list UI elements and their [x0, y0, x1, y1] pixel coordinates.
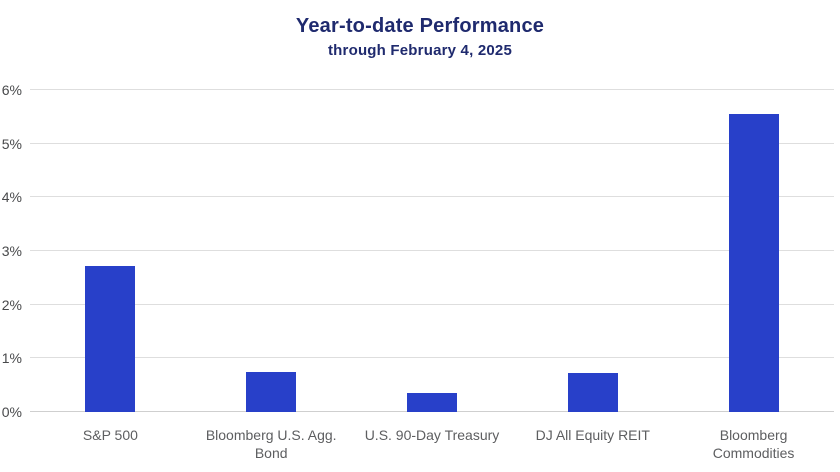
- y-axis-tick-label: 2%: [1, 296, 22, 313]
- bar-bloomberg-commodities: [728, 114, 779, 412]
- x-axis-category-label: Bloomberg Commodities: [712, 427, 795, 461]
- x-axis-category-label: U.S. 90-Day Treasury: [364, 427, 500, 443]
- bar-column: [191, 90, 352, 412]
- bar-column: [673, 90, 834, 412]
- gridline: [30, 142, 834, 144]
- y-axis-tick-label: 0%: [1, 404, 22, 420]
- bar-s-p-500: [85, 265, 136, 412]
- gridline: [30, 89, 834, 90]
- bar-u-s-90-day-treasury: [406, 392, 457, 412]
- y-axis-tick-label: 1%: [1, 350, 22, 367]
- y-axis-tick-label: 3%: [1, 243, 22, 259]
- bar-column: [352, 90, 513, 412]
- gridline: [30, 196, 834, 198]
- x-axis-category-label: DJ All Equity REIT: [535, 427, 650, 443]
- x-axis-category-label: S&P 500: [82, 427, 138, 443]
- y-axis-tick-label: 6%: [1, 82, 22, 98]
- bars-row: [30, 90, 834, 412]
- bar-column: [30, 90, 191, 412]
- bar-column: [512, 90, 673, 412]
- bar-bloomberg-u-s-agg-bond: [246, 372, 297, 412]
- y-axis-tick-label: 5%: [1, 135, 22, 152]
- gridline: [30, 250, 834, 251]
- y-axis-tick-label: 4%: [1, 189, 22, 206]
- bar-dj-all-equity-reit: [567, 373, 618, 412]
- gridline: [30, 303, 834, 305]
- chart-subtitle: through February 4, 2025: [327, 42, 513, 59]
- gridline: [30, 357, 834, 359]
- chart-title: Year-to-date Performance: [295, 15, 545, 37]
- x-axis-category-label: Bloomberg U.S. Agg. Bond: [205, 427, 337, 461]
- plot-area: 0% 1% 2% 3% 4% 5% 6%: [2, 83, 834, 419]
- x-axis-labels: S&P 500 Bloomberg U.S. Agg. Bond U.S. 90-Da…: [30, 426, 834, 462]
